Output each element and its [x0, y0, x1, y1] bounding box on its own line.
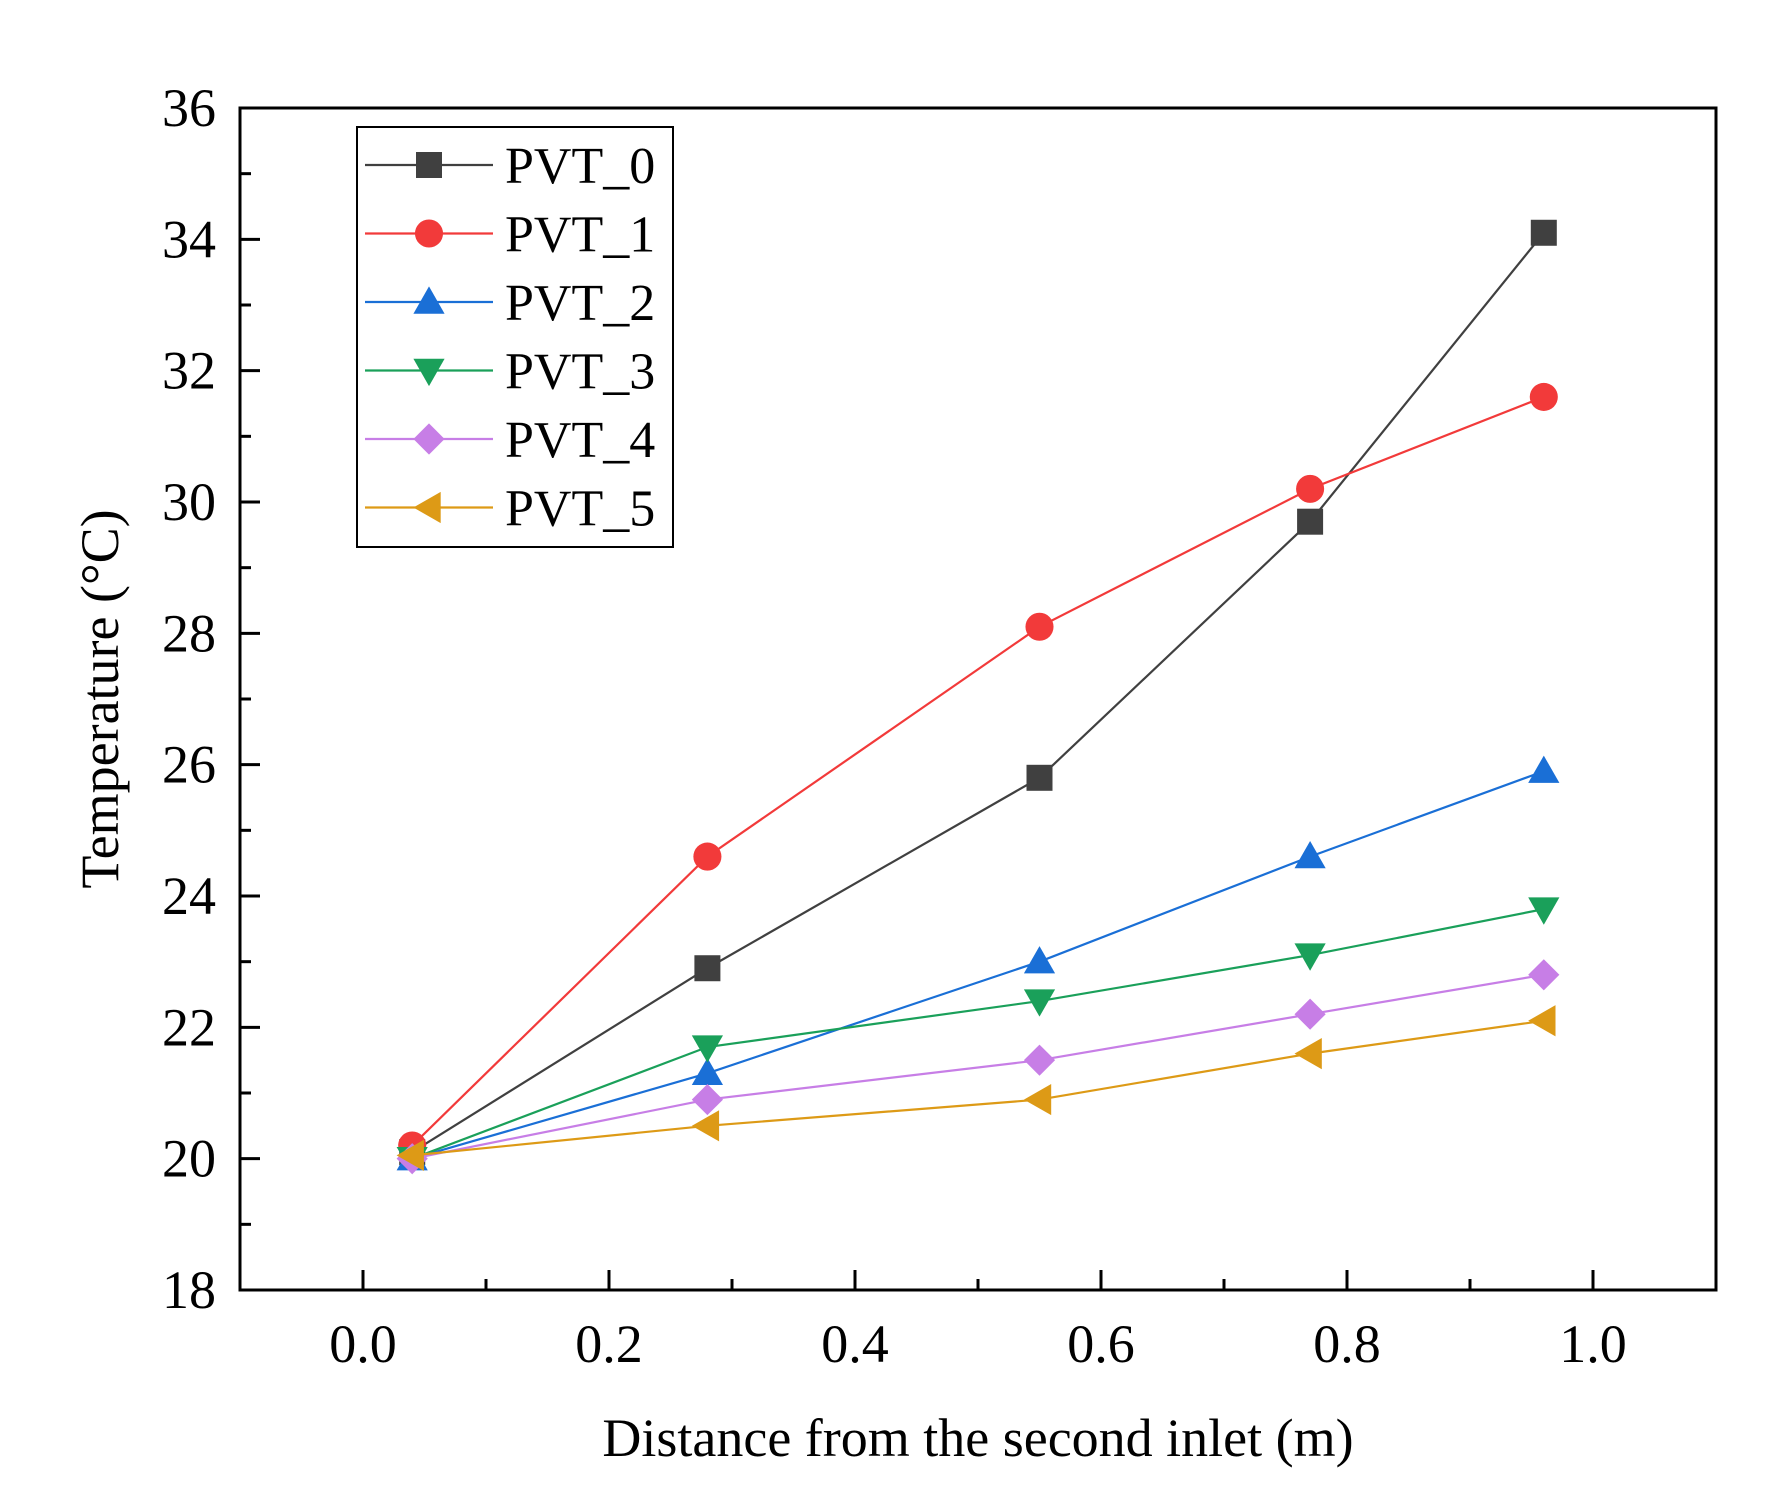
data-point	[1294, 943, 1326, 971]
y-tick-label: 20	[162, 1129, 216, 1189]
data-point	[693, 842, 722, 871]
legend-marker	[413, 358, 445, 387]
x-tick-label: 0.8	[1313, 1314, 1381, 1374]
series-line	[411, 973, 1544, 1160]
y-tick-label: 30	[162, 472, 216, 532]
y-tick-label: 32	[162, 341, 216, 401]
tick-layer: 0.0 0.2 0.4 0.6 0.8 1.0 18 20 22 24 26 28 30 32 34 36	[162, 78, 1627, 1374]
x-axis-title: Distance from the second inlet (m)	[602, 1408, 1353, 1468]
data-point	[1294, 1038, 1322, 1070]
data-point	[1528, 755, 1560, 783]
legend-box	[356, 126, 674, 548]
series-pvt-2	[396, 755, 1560, 1171]
data-point	[1297, 508, 1324, 535]
data-point	[694, 955, 721, 982]
legend-label: PVT_0	[505, 138, 655, 195]
x-tick-label: 1.0	[1559, 1314, 1627, 1374]
y-tick-label: 18	[162, 1260, 216, 1320]
data-point	[1294, 998, 1326, 1030]
y-tick-label: 28	[162, 603, 216, 663]
data-point	[1023, 1083, 1052, 1116]
legend-entry: PVT_1	[365, 207, 655, 264]
data-point	[691, 1110, 720, 1142]
y-tick-label: 22	[162, 997, 216, 1057]
data-point	[1023, 989, 1056, 1017]
x-tick-label: 0.4	[821, 1314, 889, 1374]
series-line	[411, 770, 1545, 1160]
legend-entry: PVT_3	[365, 344, 655, 401]
data-point	[1530, 219, 1557, 246]
x-tick-label: 0.6	[1067, 1314, 1135, 1374]
data-point	[1026, 764, 1053, 791]
legend-label: PVT_2	[505, 275, 655, 332]
legend-marker	[413, 423, 445, 455]
data-point	[1023, 946, 1056, 974]
legend-entry: PVT_2	[365, 275, 655, 332]
data-point	[1528, 959, 1560, 991]
series-layer	[396, 219, 1560, 1175]
legend-marker	[414, 219, 444, 248]
legend-label: PVT_5	[505, 481, 655, 538]
legend-marker	[413, 491, 441, 524]
data-point	[691, 1057, 723, 1085]
data-point	[396, 1139, 424, 1171]
data-point	[1528, 1005, 1556, 1037]
legend-entry: PVT_0	[365, 138, 655, 195]
series-pvt-3	[396, 897, 1560, 1175]
data-point	[691, 1035, 723, 1063]
data-point	[691, 1083, 723, 1116]
series-pvt-5	[396, 1005, 1556, 1171]
series-pvt-0	[399, 219, 1557, 1166]
data-point	[1528, 897, 1560, 925]
legend-marker	[413, 286, 445, 314]
legend: PVT_0 PVT_1 PVT_2 PVT_3 PVT_4 PVT_5	[356, 126, 674, 548]
data-point	[1296, 474, 1325, 503]
y-tick-label: 26	[162, 735, 216, 795]
legend-label: PVT_4	[505, 412, 655, 469]
data-point	[1025, 612, 1054, 641]
y-tick-label: 24	[162, 866, 216, 926]
legend-marker	[416, 152, 442, 178]
x-tick-label: 0.0	[329, 1314, 397, 1374]
x-tick-label: 0.2	[575, 1314, 643, 1374]
y-tick-label: 34	[162, 209, 216, 269]
data-point	[1529, 382, 1558, 411]
legend-label: PVT_1	[505, 207, 655, 264]
series-line	[412, 1019, 1544, 1157]
legend-entry: PVT_4	[365, 412, 655, 469]
legend-label: PVT_3	[505, 344, 655, 401]
data-point	[1023, 1044, 1056, 1076]
data-point	[1294, 841, 1326, 869]
y-axis-title: Temperature (°C)	[70, 509, 130, 888]
y-tick-label: 36	[162, 78, 216, 138]
series-line	[411, 908, 1545, 1160]
legend-entry: PVT_5	[365, 481, 655, 538]
